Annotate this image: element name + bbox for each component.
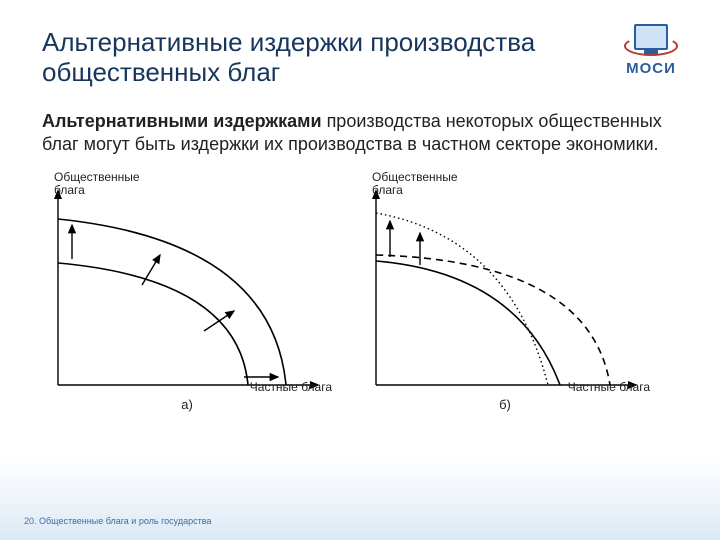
- chart-b-dotted-curve: [376, 213, 548, 385]
- paragraph-bold: Альтернативными издержками: [42, 111, 322, 131]
- chart-a-xlabel: Частные блага: [250, 380, 332, 394]
- chart-b-svg: [360, 175, 650, 395]
- chart-b-sublabel: б): [360, 397, 650, 412]
- page-title: Альтернативные издержки производства общ…: [42, 28, 562, 88]
- footer-text: 20. Общественные блага и роль государств…: [24, 516, 211, 526]
- chart-b-xlabel: Частные блага: [568, 380, 650, 394]
- logo: МОСИ: [606, 18, 696, 77]
- logo-icon: [624, 18, 678, 58]
- chart-a-outer-curve: [58, 219, 286, 385]
- chart-b-ylabel: Общественные блага: [372, 171, 458, 197]
- charts-row: Общественные блага Частные блага: [42, 175, 678, 412]
- chart-a: Общественные блага Частные блага: [42, 175, 332, 412]
- chart-b-solid-curve: [376, 261, 560, 385]
- arrow-icon: [204, 311, 234, 331]
- chart-a-ylabel: Общественные блага: [54, 171, 140, 197]
- body-paragraph: Альтернативными издержками производства …: [42, 110, 662, 157]
- chart-b-dashed-curve: [376, 255, 610, 385]
- chart-a-sublabel: а): [42, 397, 332, 412]
- slide: МОСИ Альтернативные издержки производств…: [0, 0, 720, 540]
- chart-a-inner-curve: [58, 263, 248, 385]
- logo-text: МОСИ: [606, 60, 696, 77]
- chart-a-svg: [42, 175, 332, 395]
- chart-b: Общественные блага Частные б: [360, 175, 650, 412]
